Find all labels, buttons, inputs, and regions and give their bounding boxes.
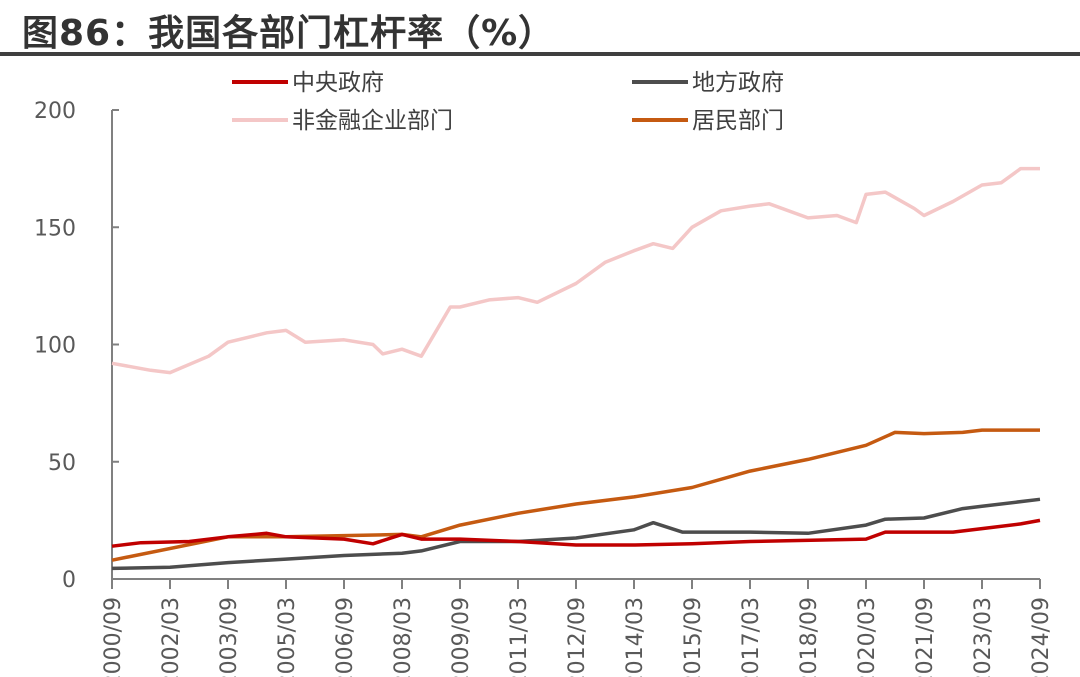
- y-tick-label: 50: [48, 451, 76, 476]
- y-tick-label: 0: [62, 568, 76, 593]
- x-tick-label: 2000/09: [101, 597, 126, 677]
- y-tick-label: 100: [34, 334, 76, 359]
- series-line-3: [111, 428, 1040, 562]
- x-tick-label: 2011/03: [507, 597, 532, 677]
- x-tick-label: 2002/03: [159, 597, 184, 677]
- x-tick-label: 2014/03: [623, 597, 648, 677]
- series-line-2: [111, 166, 1040, 375]
- x-tick-label: 2015/09: [681, 597, 706, 677]
- x-tick-label: 2020/03: [855, 597, 880, 677]
- series-line-1: [111, 497, 1041, 571]
- legend-label-1: 地方政府: [692, 70, 784, 96]
- chart-title: 图86：我国各部门杠杆率（%）: [22, 13, 556, 54]
- x-tick-label: 2012/09: [565, 597, 590, 677]
- x-tick-label: 2003/09: [217, 597, 242, 677]
- x-tick-label: 2005/03: [275, 597, 300, 677]
- series-line-0: [111, 518, 1041, 548]
- legend-label-2: 非金融企业部门: [292, 108, 453, 134]
- x-tick-label: 2006/09: [333, 597, 358, 677]
- x-tick-label: 2023/03: [971, 597, 996, 677]
- legend-label-0: 中央政府: [292, 70, 384, 96]
- x-tick-label: 2017/03: [739, 597, 764, 677]
- title-divider: [0, 52, 1080, 56]
- x-tick-label: 2008/03: [391, 597, 416, 677]
- legend-label-3: 居民部门: [692, 108, 784, 134]
- x-tick-label: 2024/09: [1029, 597, 1054, 677]
- x-tick-label: 2018/09: [797, 597, 822, 677]
- x-tick-label: 2009/09: [449, 597, 474, 677]
- y-tick-label: 200: [34, 99, 76, 124]
- y-tick-label: 150: [34, 216, 76, 241]
- x-tick-label: 2021/09: [913, 597, 938, 677]
